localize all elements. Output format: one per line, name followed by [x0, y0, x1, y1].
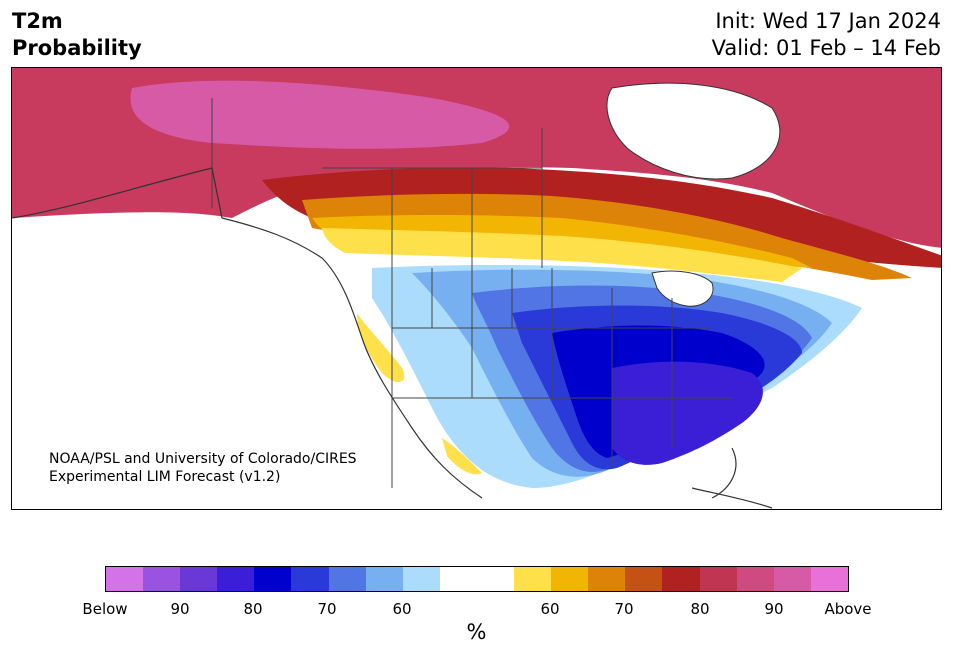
- colorbar-segment: [328, 567, 366, 591]
- map-graphic: [12, 68, 941, 509]
- colorbar-segment: [439, 567, 477, 591]
- title-line-1: T2m: [12, 9, 63, 33]
- colorbar-tick-label: 90: [170, 600, 190, 618]
- colorbar-tick-label: 60: [392, 600, 412, 618]
- chart-title: T2m Probability: [12, 8, 142, 62]
- probability-colorbar: [105, 566, 849, 592]
- colorbar-segment: [476, 567, 515, 591]
- colorbar-tick-label: Above: [824, 600, 872, 618]
- credit-line-2: Experimental LIM Forecast (v1.2): [49, 469, 281, 485]
- colorbar-segment: [662, 567, 700, 591]
- colorbar-segment: [402, 567, 440, 591]
- colorbar-segment: [551, 567, 589, 591]
- colorbar-tick-label: 60: [540, 600, 560, 618]
- coastline: [12, 167, 773, 509]
- forecast-dates: Init: Wed 17 Jan 2024 Valid: 01 Feb – 14…: [712, 8, 941, 62]
- west-coast-warm: [357, 313, 405, 383]
- colorbar-segment: [514, 567, 552, 591]
- baja-warm: [442, 438, 482, 475]
- forecast-credit: NOAA/PSL and University of Colorado/CIRE…: [49, 450, 357, 486]
- colorbar-units: %: [466, 620, 487, 644]
- colorbar-segment: [254, 567, 292, 591]
- colorbar-segment: [217, 567, 255, 591]
- colorbar-tick-label: Below: [82, 600, 128, 618]
- colorbar-tick-label: 80: [690, 600, 710, 618]
- colorbar-tick-label: 70: [614, 600, 634, 618]
- colorbar-segment: [106, 567, 144, 591]
- great-lakes: [651, 270, 714, 307]
- colorbar-segment: [588, 567, 626, 591]
- hudson-bay: [606, 82, 781, 180]
- credit-line-1: NOAA/PSL and University of Colorado/CIRE…: [49, 451, 357, 467]
- map-panel: [11, 67, 942, 510]
- canada-borders: [211, 98, 543, 268]
- colorbar-segment: [625, 567, 663, 591]
- warm-band-yellow: [322, 228, 802, 282]
- title-line-2: Probability: [12, 36, 142, 60]
- colorbar-segment: [736, 567, 774, 591]
- colorbar-segment: [365, 567, 403, 591]
- colorbar-segment: [773, 567, 811, 591]
- state-borders: [391, 268, 732, 488]
- colorbar-tick-label: 80: [243, 600, 263, 618]
- colorbar-segment: [699, 567, 737, 591]
- init-date: Init: Wed 17 Jan 2024: [715, 9, 941, 33]
- colorbar-segment: [291, 567, 329, 591]
- warm-band-magenta: [130, 80, 510, 149]
- southeast-purple: [612, 361, 763, 465]
- colorbar-tick-labels: Below 90 80 70 60 60 70 80 90 Above: [0, 600, 953, 620]
- colorbar-tick-label: 70: [317, 600, 337, 618]
- valid-date: Valid: 01 Feb – 14 Feb: [711, 36, 941, 60]
- colorbar-segment: [810, 567, 848, 591]
- colorbar-segment: [180, 567, 218, 591]
- colorbar-tick-label: 90: [764, 600, 784, 618]
- colorbar-segment: [143, 567, 181, 591]
